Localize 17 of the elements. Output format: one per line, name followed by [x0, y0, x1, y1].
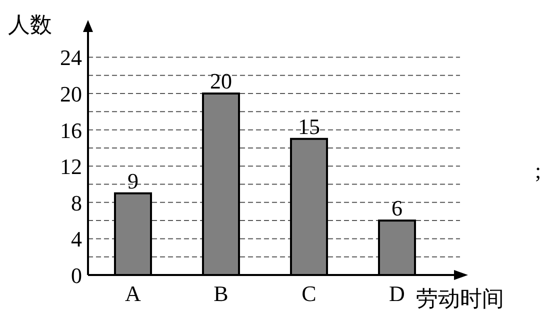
- data-label: 6: [392, 196, 402, 221]
- y-tick-label: 16: [60, 118, 82, 143]
- x-tick-label: A: [125, 281, 142, 306]
- y-tick-label: 20: [60, 82, 82, 107]
- y-tick-label: 24: [60, 45, 82, 70]
- x-tick-label: D: [389, 281, 405, 306]
- y-axis-title: 人数: [8, 12, 52, 37]
- x-axis-title: 劳动时间: [416, 286, 504, 311]
- y-tick-label: 12: [60, 154, 82, 180]
- x-tick-label: B: [214, 281, 228, 306]
- y-tick-label: 0: [71, 263, 82, 288]
- y-tick-label: 4: [71, 226, 82, 252]
- text: ;: [535, 158, 542, 183]
- data-label: 20: [210, 68, 232, 94]
- y-tick-label: 8: [71, 190, 82, 216]
- data-label: 15: [298, 114, 320, 139]
- x-tick-label: C: [302, 281, 316, 306]
